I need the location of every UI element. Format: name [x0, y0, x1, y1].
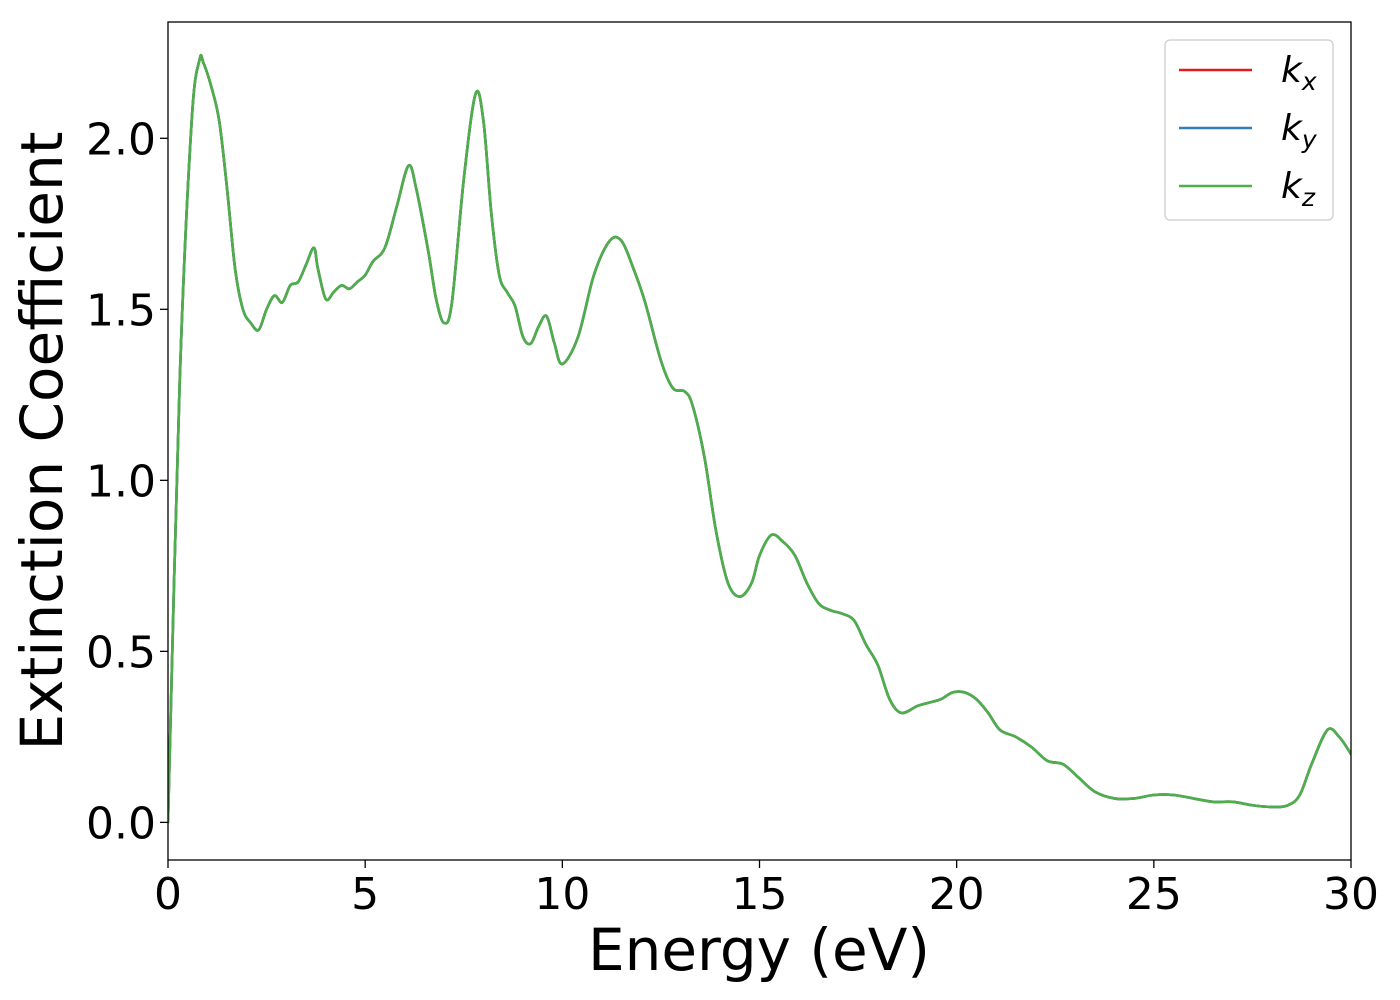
y-axis-ticks: 0.0 0.5 1.0 1.5 2.0 [86, 114, 168, 849]
y-tick-label: 0.0 [86, 798, 156, 849]
y-tick-label: 2.0 [86, 114, 156, 165]
legend-label-k-x: kx [1281, 50, 1317, 96]
series-line-k-z [168, 53, 1351, 824]
legend: kx ky kz [1164, 39, 1334, 221]
x-tick-label: 5 [351, 869, 379, 920]
x-axis-ticks: 0 5 10 15 20 25 30 [154, 860, 1379, 920]
x-axis-label: Energy (eV) [588, 916, 930, 984]
legend-label-k-y: ky [1281, 108, 1318, 154]
y-axis-label: Extinction Coefficient [8, 132, 76, 751]
x-tick-label: 10 [534, 869, 590, 920]
y-tick-label: 1.5 [86, 285, 156, 336]
legend-box [1164, 39, 1334, 221]
y-tick-label: 0.5 [86, 627, 156, 678]
series-layer [168, 53, 1351, 824]
x-tick-label: 15 [732, 869, 788, 920]
legend-label-k-z: kz [1281, 166, 1316, 212]
y-tick-label: 1.0 [86, 456, 156, 507]
x-tick-label: 30 [1323, 869, 1379, 920]
x-tick-label: 0 [154, 869, 182, 920]
x-tick-label: 20 [929, 869, 985, 920]
x-tick-label: 25 [1126, 869, 1182, 920]
